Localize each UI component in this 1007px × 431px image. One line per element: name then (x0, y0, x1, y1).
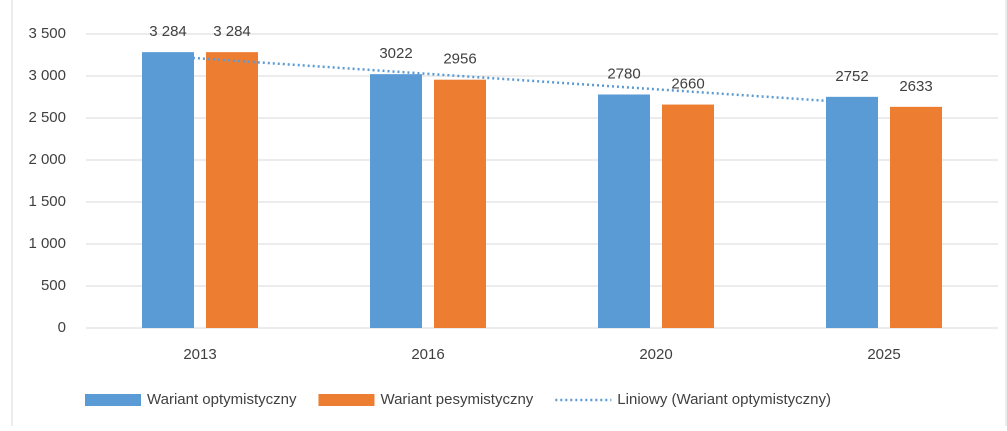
bar (434, 79, 486, 328)
bar (662, 104, 714, 328)
x-tick-label: 2020 (639, 346, 672, 363)
x-tick-label: 2013 (183, 346, 216, 363)
x-tick-label: 2025 (867, 346, 900, 363)
bar (142, 52, 194, 328)
data-label: 2780 (607, 65, 640, 82)
y-tick-label: 0 (58, 319, 66, 336)
legend-swatch (318, 394, 375, 406)
data-label: 2752 (835, 68, 868, 85)
chart-frame (11, 0, 1007, 431)
y-tick-label: 3 000 (28, 67, 66, 84)
trendline (167, 54, 853, 104)
legend-label: Liniowy (Wariant optymistyczny) (617, 391, 831, 408)
data-label: 2956 (443, 51, 476, 68)
bar (890, 106, 942, 328)
y-tick-label: 2 500 (28, 109, 66, 126)
data-label: 2633 (899, 78, 932, 95)
y-tick-label: 3 500 (28, 25, 66, 42)
bar (206, 52, 258, 328)
y-tick-label: 500 (41, 277, 66, 294)
data-label: 2660 (671, 76, 704, 93)
data-label: 3 284 (213, 23, 251, 40)
legend-label: Wariant optymistyczny (147, 391, 297, 408)
bar (826, 96, 878, 328)
bar (370, 74, 422, 328)
x-tick-label: 2016 (411, 346, 444, 363)
legend-swatch (85, 394, 141, 406)
data-label: 3022 (379, 45, 412, 62)
y-tick-label: 1 500 (28, 193, 66, 210)
y-tick-label: 1 000 (28, 235, 66, 252)
data-label: 3 284 (149, 23, 187, 40)
y-tick-label: 2 000 (28, 151, 66, 168)
bar (598, 94, 650, 328)
legend-label: Wariant pesymistyczny (380, 391, 533, 408)
